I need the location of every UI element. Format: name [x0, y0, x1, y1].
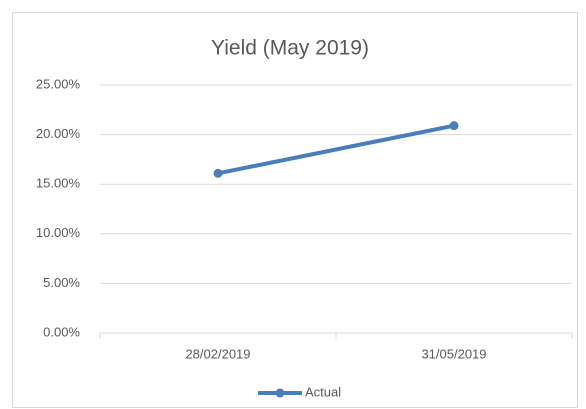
- y-tick-label: 10.00%: [36, 225, 81, 240]
- y-tick-label: 15.00%: [36, 176, 81, 191]
- y-tick-label: 25.00%: [36, 76, 81, 91]
- legend-marker: [275, 388, 285, 398]
- data-point: [213, 168, 223, 178]
- series-line: [216, 123, 456, 176]
- x-tick-label: 28/02/2019: [185, 346, 250, 361]
- x-tick-label: 31/05/2019: [421, 346, 486, 361]
- y-tick-label: 20.00%: [36, 126, 81, 141]
- y-tick-label: 5.00%: [43, 275, 80, 290]
- chart-title: Yield (May 2019): [211, 37, 369, 60]
- y-tick-label: 0.00%: [43, 324, 80, 339]
- legend-label: Actual: [305, 384, 341, 399]
- chart-frame: [12, 12, 578, 408]
- data-point: [449, 121, 459, 131]
